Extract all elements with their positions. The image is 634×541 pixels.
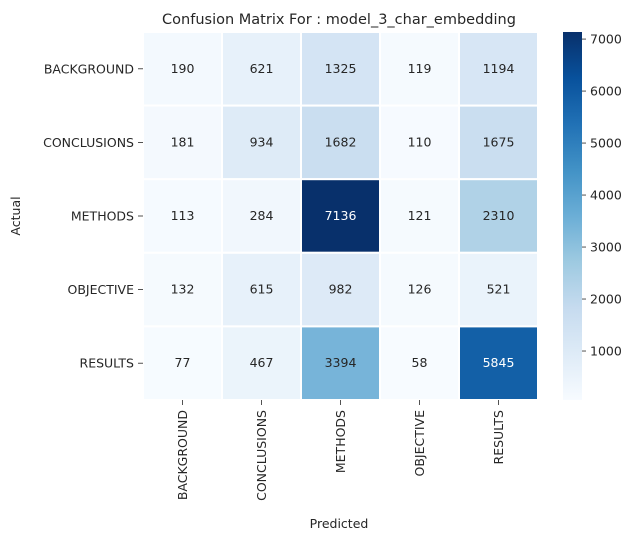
heatmap-cell (300, 104, 381, 181)
heatmap-cell (221, 325, 302, 401)
cell-value-label: 121 (408, 208, 432, 223)
colorbar-tick-label: 4000 (590, 188, 622, 203)
cell-value-label: 621 (250, 61, 274, 76)
x-tick-label: METHODS (333, 410, 348, 473)
heatmap-cell (300, 251, 381, 328)
cell-value-label: 113 (171, 208, 195, 223)
colorbar-tick-label: 5000 (590, 136, 622, 151)
x-tick-label: BACKGROUND (175, 410, 190, 500)
x-tick-label: RESULTS (491, 410, 506, 465)
cell-value-label: 110 (408, 134, 432, 149)
heatmap-cell (142, 325, 223, 401)
cell-value-label: 467 (250, 355, 274, 370)
heatmap-cell (221, 31, 302, 107)
cell-value-label: 521 (487, 282, 511, 297)
cell-value-label: 5845 (483, 355, 515, 370)
colorbar-tick-label: 1000 (590, 344, 622, 359)
colorbar-tick-label: 2000 (590, 292, 622, 307)
cell-value-label: 190 (171, 61, 195, 76)
chart-title: Confusion Matrix For : model_3_char_embe… (162, 12, 516, 28)
y-tick-label: RESULTS (80, 356, 135, 371)
cell-value-label: 934 (250, 134, 274, 149)
cell-value-label: 132 (171, 282, 195, 297)
cell-value-label: 181 (171, 134, 195, 149)
y-tick-label: CONCLUSIONS (43, 135, 134, 150)
heatmap-cell (221, 178, 302, 254)
x-tick-label: OBJECTIVE (412, 410, 427, 477)
cell-value-label: 1325 (325, 61, 357, 76)
cell-value-label: 3394 (325, 355, 357, 370)
y-axis-label: Actual (8, 196, 23, 235)
y-tick-label: METHODS (71, 209, 134, 224)
cell-value-label: 1682 (325, 134, 357, 149)
cell-value-label: 1194 (483, 61, 515, 76)
cell-value-label: 7136 (325, 208, 357, 223)
x-axis-label: Predicted (310, 516, 369, 531)
y-tick-label: OBJECTIVE (68, 282, 135, 297)
colorbar-tick-label: 7000 (590, 32, 622, 47)
cell-value-label: 982 (329, 282, 353, 297)
cell-value-label: 284 (250, 208, 274, 223)
cell-value-label: 126 (408, 282, 432, 297)
heatmap-cell (458, 251, 539, 328)
colorbar-tick-label: 3000 (590, 240, 622, 255)
heatmap-cell (300, 325, 381, 401)
cell-value-label: 58 (412, 355, 428, 370)
heatmap-cell (379, 178, 460, 254)
y-tick-label: BACKGROUND (44, 61, 134, 76)
x-tick-label: CONCLUSIONS (254, 410, 269, 501)
cell-value-label: 2310 (483, 208, 515, 223)
cell-value-label: 615 (250, 282, 274, 297)
heatmap-cell (458, 104, 539, 181)
cell-value-label: 119 (408, 61, 432, 76)
colorbar (563, 32, 582, 400)
colorbar-tick-label: 6000 (590, 84, 622, 99)
heatmap-cell (379, 251, 460, 328)
cell-value-label: 77 (175, 355, 191, 370)
cell-value-label: 1675 (483, 134, 515, 149)
heatmap-cell (221, 251, 302, 328)
